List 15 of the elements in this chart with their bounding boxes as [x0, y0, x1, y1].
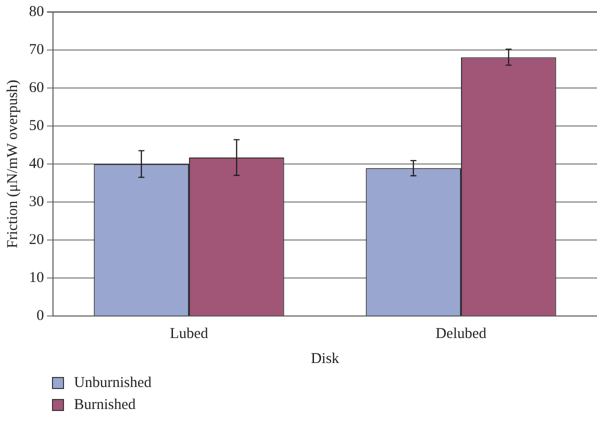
- x-tick-label: Delubed: [436, 326, 487, 342]
- x-axis-title: Disk: [310, 350, 340, 367]
- y-tick-label: 30: [29, 194, 44, 210]
- y-tick-label: 80: [29, 4, 44, 20]
- x-tick-label: Lubed: [170, 326, 209, 342]
- y-tick-label: 40: [29, 156, 44, 172]
- legend-label: Unburnished: [74, 374, 152, 392]
- y-tick-label: 50: [29, 118, 44, 134]
- legend-label: Burnished: [74, 396, 136, 414]
- y-tick-label: 10: [29, 270, 44, 286]
- y-axis-title: Friction (μN/mW overpush): [4, 80, 21, 248]
- y-tick-label: 0: [36, 308, 44, 324]
- y-tick-label: 20: [29, 232, 44, 248]
- y-tick-label: 70: [29, 42, 44, 58]
- y-tick-label: 60: [29, 80, 44, 96]
